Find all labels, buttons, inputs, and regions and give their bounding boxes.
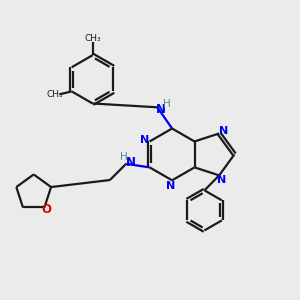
- Text: CH₃: CH₃: [46, 90, 63, 99]
- Text: N: N: [156, 103, 166, 116]
- Text: CH₃: CH₃: [84, 34, 101, 43]
- Text: H: H: [164, 99, 171, 109]
- Text: N: N: [217, 175, 226, 185]
- Text: N: N: [219, 126, 229, 136]
- Text: H: H: [120, 152, 128, 162]
- Text: O: O: [42, 203, 52, 216]
- Text: N: N: [166, 181, 175, 190]
- Text: N: N: [140, 135, 149, 145]
- Text: N: N: [126, 156, 136, 169]
